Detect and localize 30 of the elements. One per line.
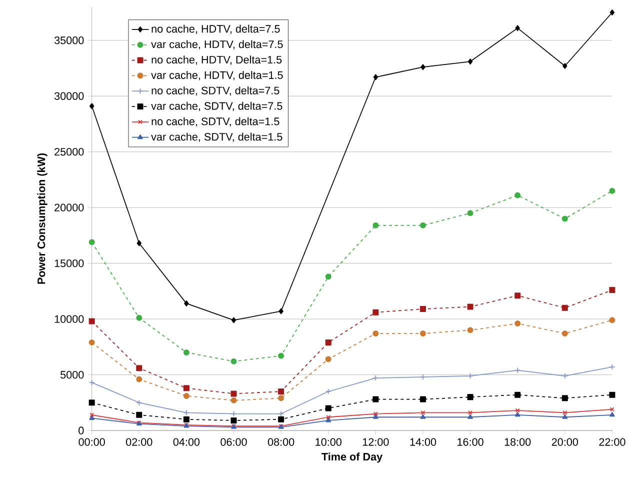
legend-label: var cache, SDTV, delta=7.5	[151, 102, 282, 112]
x-axis-title: Time of Day	[322, 452, 383, 463]
y-tick-label: 35000	[54, 36, 84, 44]
x-tick-label: 22:00	[599, 438, 626, 446]
x-tick-label: 10:00	[316, 438, 342, 446]
legend-label: no cache, HDTV, Delta=1.5	[152, 56, 282, 65]
legend-label: no cache, SDTV, delta=7.5	[152, 86, 280, 96]
x-tick-label: 04:00	[173, 438, 200, 446]
y-tick-label: 0	[78, 426, 84, 434]
x-tick-label: 16:00	[458, 438, 484, 446]
legend-label: var cache, SDTV, delta=1.5	[151, 132, 282, 142]
x-tick-label: 02:00	[126, 438, 152, 446]
legend-label: var cache, HDTV, delta=7.5	[151, 40, 283, 50]
y-tick-label: 10000	[54, 315, 84, 323]
y-tick-label: 30000	[54, 92, 84, 100]
x-tick-label: 06:00	[220, 438, 247, 446]
y-tick-label: 15000	[54, 260, 84, 268]
x-tick-label: 20:00	[552, 438, 578, 446]
y-tick-label: 5000	[60, 371, 84, 379]
x-tick-label: 12:00	[362, 438, 389, 446]
x-tick-label: 08:00	[268, 438, 294, 446]
legend-label: var cache, HDTV, delta=1.5	[151, 71, 283, 80]
y-tick-label: 25000	[54, 148, 84, 156]
legend-label: no cache, SDTV, delta=1.5	[152, 117, 280, 127]
x-tick-label: 00:00	[78, 438, 105, 446]
legend-label: no cache, HDTV, delta=7.5	[152, 24, 280, 34]
x-tick-label: 14:00	[410, 438, 436, 446]
x-tick-label: 18:00	[504, 438, 531, 446]
y-tick-label: 20000	[54, 204, 84, 212]
y-axis-title: Power Consumption (kW)	[37, 154, 48, 284]
